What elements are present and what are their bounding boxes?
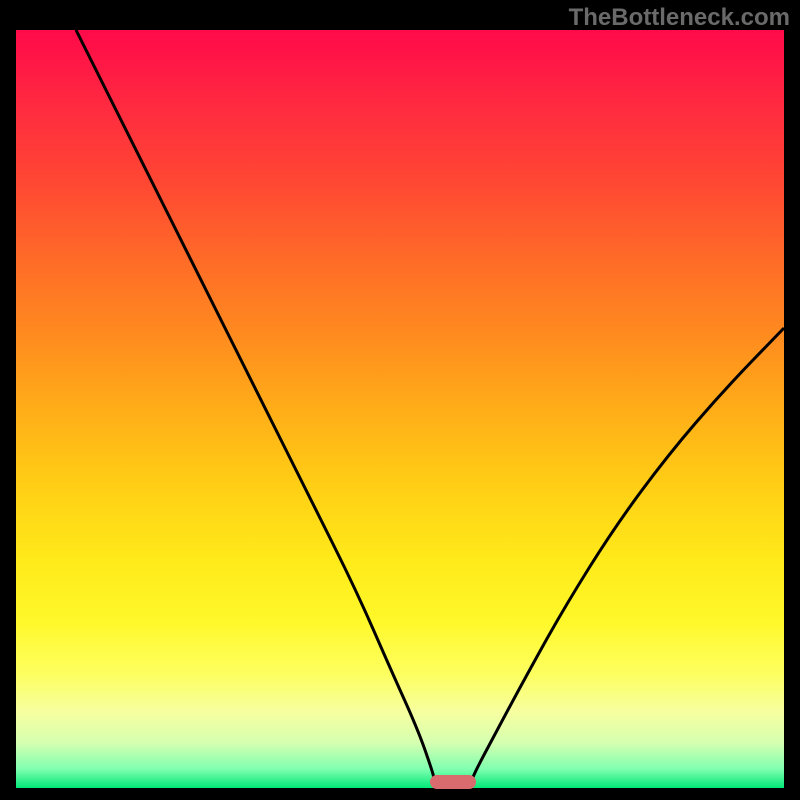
plot-area bbox=[16, 30, 784, 788]
chart-container: TheBottleneck.com bbox=[0, 0, 800, 800]
curve-overlay bbox=[16, 30, 784, 788]
bottleneck-marker bbox=[430, 775, 476, 789]
right-curve bbox=[471, 328, 784, 782]
watermark-text: TheBottleneck.com bbox=[569, 4, 790, 32]
left-curve bbox=[76, 30, 435, 782]
